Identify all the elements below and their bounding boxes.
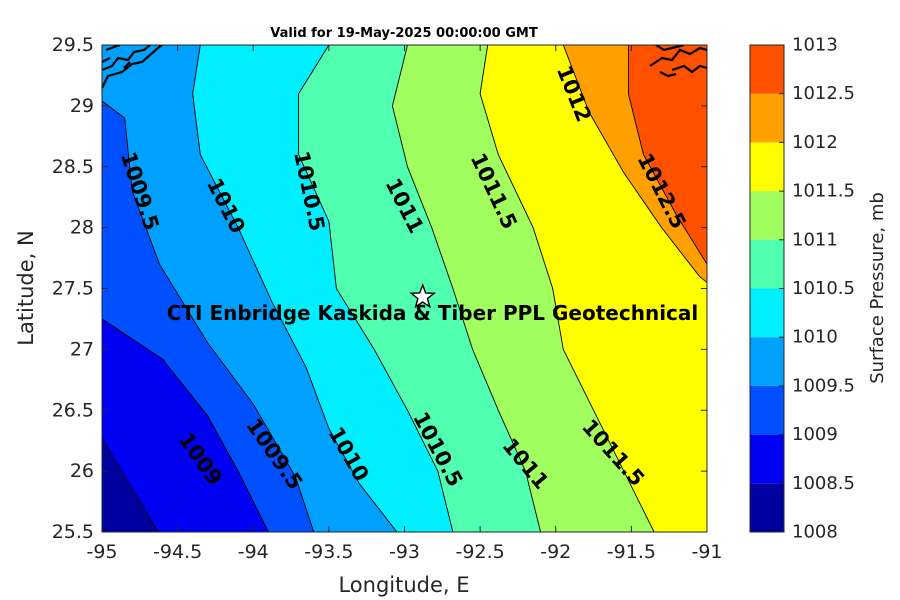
contour-line [102, 100, 315, 532]
coastline [102, 45, 707, 89]
x-tick-label: -93 [389, 541, 420, 563]
y-tick-label: 25.5 [52, 521, 94, 543]
colorbar-tick-label: 1011 [792, 229, 838, 250]
contour-line [479, 45, 655, 532]
colorbar-segment [750, 93, 784, 143]
y-tick-label: 28 [70, 217, 94, 239]
colorbar-segment [750, 483, 784, 532]
colorbar-tick-label: 1013 [792, 35, 838, 56]
y-tick-label: 27.5 [52, 278, 94, 300]
colorbar: 1008 1008.5 1009 1009.5 1010 1010.5 1011 1011.5… [749, 35, 855, 543]
y-tick-label: 26.5 [52, 399, 94, 421]
colorbar-tick-label: 1009.5 [792, 375, 855, 396]
coastline-west [102, 45, 163, 89]
x-tick-label: -95 [86, 541, 117, 563]
station-marker-group: CTI Enbridge Kaskida & Tiber PPL Geotech… [167, 282, 699, 325]
colorbar-tick-label: 1010 [792, 327, 838, 348]
x-tick-label: -91 [691, 541, 722, 563]
chart-title: Valid for 19-May-2025 00:00:00 GMT [270, 26, 538, 41]
colorbar-segment [750, 337, 784, 386]
colorbar-tick-label: 1008.5 [792, 473, 855, 494]
colorbar-segment [750, 385, 784, 435]
contour-line [562, 45, 707, 283]
colorbar-segment [750, 434, 784, 484]
station-label: CTI Enbridge Kaskida & Tiber PPL Geotech… [167, 301, 699, 325]
y-axis-label: Latitude, N [14, 230, 38, 346]
colorbar-tick-label: 1011.5 [792, 181, 855, 202]
colorbar-label: Surface Pressure, mb [867, 192, 888, 384]
coastline-east [649, 45, 707, 78]
x-tick-label: -92 [540, 541, 571, 563]
contour-line [627, 45, 707, 265]
station-star-icon [409, 282, 437, 309]
colorbar-tick-label: 1012 [792, 132, 838, 153]
contour-line [391, 45, 542, 532]
colorbar-tick-label: 1008 [792, 522, 838, 543]
contour-band [102, 318, 269, 532]
contour-line [192, 45, 398, 532]
x-tick-label: -91.5 [607, 541, 656, 563]
contour-line [102, 438, 159, 532]
y-tick-label: 27 [70, 338, 94, 360]
colorbar-segment [750, 191, 784, 240]
colorbar-segment [750, 239, 784, 289]
x-tick-label: -93.5 [304, 541, 353, 563]
colorbar-tick-label: 1009 [792, 424, 838, 445]
y-axis-ticks: 25.5 26 26.5 27 27.5 28 28.5 29 29.5 [52, 34, 707, 543]
plot-area: 1009.5 1010 1010.5 1011 1011.510121012.51009… [102, 45, 707, 532]
x-axis-ticks: -95 -94.5 -94 -93.5 -93 -92.5 -92 -91.5 -91 [86, 45, 723, 563]
colorbar-segment [750, 142, 784, 192]
x-tick-label: -94.5 [153, 541, 202, 563]
y-tick-label: 26 [70, 460, 94, 482]
x-tick-label: -94 [238, 541, 269, 563]
contour-line [298, 45, 454, 532]
contour-fills [102, 45, 707, 532]
colorbar-tick-label: 1012.5 [792, 83, 855, 104]
contour-lines [102, 45, 707, 532]
x-axis-label: Longitude, E [338, 573, 469, 597]
colorbar-segment [750, 288, 784, 338]
y-tick-label: 29.5 [52, 34, 94, 56]
colorbar-segment [750, 45, 784, 94]
contour-line [102, 318, 269, 532]
y-tick-label: 29 [70, 95, 94, 117]
colorbar-tick-label: 1010.5 [792, 278, 855, 299]
x-tick-label: -92.5 [456, 541, 505, 563]
y-tick-label: 28.5 [52, 156, 94, 178]
